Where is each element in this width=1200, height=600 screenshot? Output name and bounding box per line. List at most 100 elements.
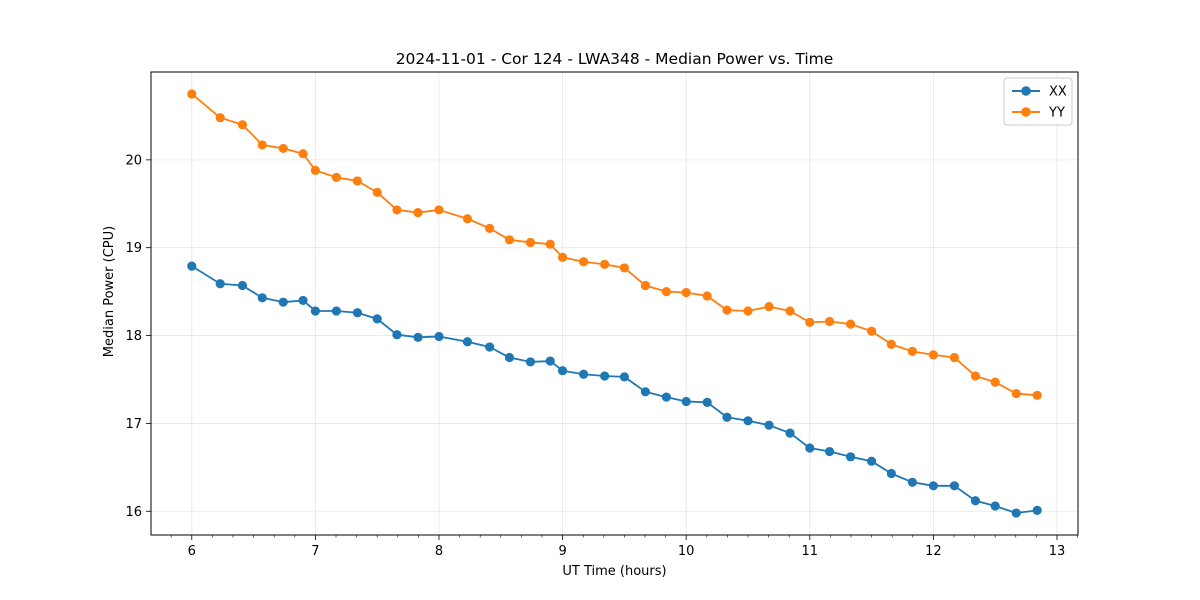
data-point-xx — [600, 371, 610, 381]
data-point-yy — [352, 176, 363, 186]
data-point-yy — [600, 259, 610, 269]
x-tick-label: 6 — [188, 544, 196, 559]
data-point-xx — [237, 280, 248, 291]
y-tick-label: 17 — [125, 417, 142, 432]
data-point-xx — [764, 420, 774, 430]
data-point-yy — [310, 165, 320, 175]
data-point-xx — [310, 306, 320, 316]
data-point-xx — [257, 293, 267, 303]
plot-frame — [150, 71, 1079, 536]
data-point-yy — [824, 316, 835, 327]
data-point-yy — [722, 305, 732, 315]
data-point-xx — [907, 477, 917, 487]
data-point-xx — [722, 412, 732, 422]
data-point-xx — [681, 396, 691, 407]
y-tick-label: 18 — [125, 329, 142, 344]
data-point-yy — [413, 207, 423, 218]
data-point-yy — [579, 257, 589, 267]
data-point-xx — [1032, 505, 1042, 515]
x-tick-label: 7 — [311, 544, 319, 559]
data-point-xx — [413, 332, 423, 342]
data-point-xx — [970, 496, 981, 506]
data-point-xx — [743, 416, 753, 426]
data-point-yy — [785, 306, 795, 316]
data-point-xx — [1011, 508, 1021, 518]
data-point-yy — [392, 205, 402, 215]
data-point-yy — [215, 113, 225, 123]
data-point-yy — [1011, 388, 1021, 399]
data-point-yy — [525, 237, 536, 248]
data-point-yy — [970, 371, 981, 381]
data-point-yy — [485, 223, 495, 233]
chart-title: 2024-11-01 - Cor 124 - LWA348 - Median P… — [396, 50, 834, 68]
data-point-xx — [928, 481, 938, 491]
data-point-yy — [557, 252, 568, 262]
data-point-yy — [743, 306, 753, 316]
data-point-yy — [434, 205, 444, 215]
data-point-xx — [485, 342, 495, 352]
legend-marker-xx — [1021, 86, 1031, 96]
data-point-xx — [278, 297, 288, 307]
x-tick-label: 12 — [925, 544, 942, 559]
x-tick-label: 10 — [678, 544, 695, 559]
series-yy — [187, 89, 1042, 400]
data-point-xx — [702, 397, 712, 407]
data-point-yy — [462, 214, 473, 224]
y-tick-label: 16 — [125, 505, 142, 520]
data-point-xx — [525, 357, 536, 367]
data-point-yy — [187, 89, 197, 99]
series-layer — [187, 89, 1042, 518]
x-tick-label: 13 — [1049, 544, 1066, 559]
legend: XX YY — [1003, 77, 1073, 126]
data-point-xx — [187, 261, 197, 271]
data-point-yy — [886, 339, 896, 349]
data-point-yy — [545, 239, 555, 249]
data-point-yy — [619, 263, 629, 273]
data-point-xx — [805, 443, 815, 453]
data-point-yy — [661, 287, 672, 297]
data-point-yy — [1032, 390, 1042, 400]
data-point-xx — [866, 456, 877, 466]
legend-marker-yy — [1021, 107, 1031, 117]
data-point-yy — [845, 319, 856, 329]
data-point-yy — [907, 346, 917, 356]
data-point-xx — [352, 308, 363, 318]
data-point-yy — [681, 287, 691, 298]
data-point-xx — [392, 330, 402, 340]
data-point-xx — [845, 452, 856, 462]
data-point-xx — [640, 387, 651, 397]
data-point-xx — [298, 295, 308, 306]
data-point-xx — [619, 372, 629, 382]
data-point-yy — [640, 280, 651, 291]
data-point-xx — [331, 306, 341, 316]
data-point-xx — [824, 446, 835, 457]
data-point-yy — [331, 172, 341, 183]
data-point-yy — [805, 317, 815, 327]
data-point-xx — [545, 356, 555, 366]
data-point-yy — [504, 235, 515, 245]
data-point-yy — [764, 301, 774, 312]
data-point-xx — [504, 352, 515, 363]
grid — [151, 72, 1078, 535]
data-point-yy — [866, 326, 877, 336]
x-tick-label: 9 — [558, 544, 566, 559]
data-point-yy — [949, 352, 960, 363]
y-tick-label: 20 — [125, 153, 142, 168]
data-point-xx — [462, 337, 473, 347]
data-point-xx — [949, 481, 960, 491]
y-tick-label: 19 — [125, 241, 142, 256]
data-point-yy — [990, 377, 1000, 387]
x-tick-label: 11 — [802, 544, 819, 559]
data-point-xx — [215, 279, 225, 289]
y-axis-label: Median Power (CPU) — [102, 226, 117, 357]
data-point-yy — [237, 120, 248, 130]
data-point-xx — [557, 366, 568, 376]
data-point-yy — [278, 143, 288, 154]
legend-label-yy: YY — [1048, 106, 1065, 121]
series-xx — [187, 261, 1042, 518]
data-point-xx — [372, 314, 382, 324]
data-point-yy — [298, 149, 308, 159]
data-point-xx — [661, 392, 672, 402]
x-axis-label: UT Time (hours) — [562, 564, 666, 579]
